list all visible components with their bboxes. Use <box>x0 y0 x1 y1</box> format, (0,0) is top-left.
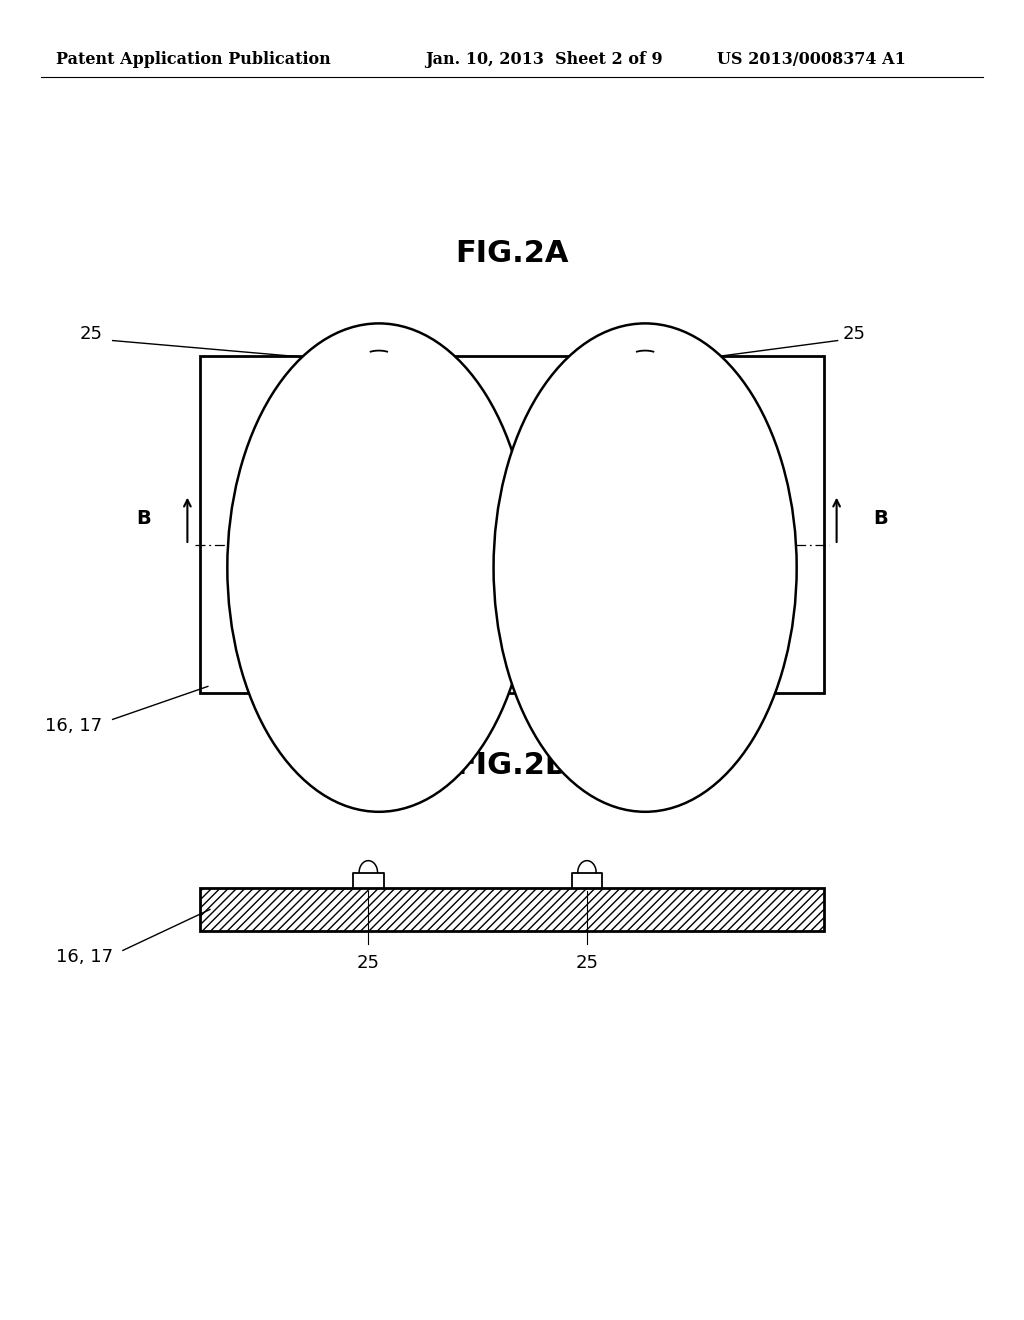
Ellipse shape <box>494 323 797 812</box>
Text: Patent Application Publication: Patent Application Publication <box>56 51 331 67</box>
Ellipse shape <box>227 323 530 812</box>
Bar <box>200 888 824 931</box>
Text: FIG.2A: FIG.2A <box>456 239 568 268</box>
Text: US 2013/0008374 A1: US 2013/0008374 A1 <box>717 51 905 67</box>
Text: B: B <box>136 510 151 528</box>
Text: 25: 25 <box>575 954 598 973</box>
Bar <box>200 356 824 693</box>
Text: 16, 17: 16, 17 <box>55 948 113 966</box>
Text: Jan. 10, 2013  Sheet 2 of 9: Jan. 10, 2013 Sheet 2 of 9 <box>425 51 663 67</box>
Text: 25: 25 <box>356 954 380 973</box>
Text: B: B <box>873 510 888 528</box>
Text: 25: 25 <box>843 325 865 343</box>
Text: 25: 25 <box>80 325 102 343</box>
Text: 16, 17: 16, 17 <box>45 717 102 735</box>
Text: FIG.2B: FIG.2B <box>456 751 568 780</box>
